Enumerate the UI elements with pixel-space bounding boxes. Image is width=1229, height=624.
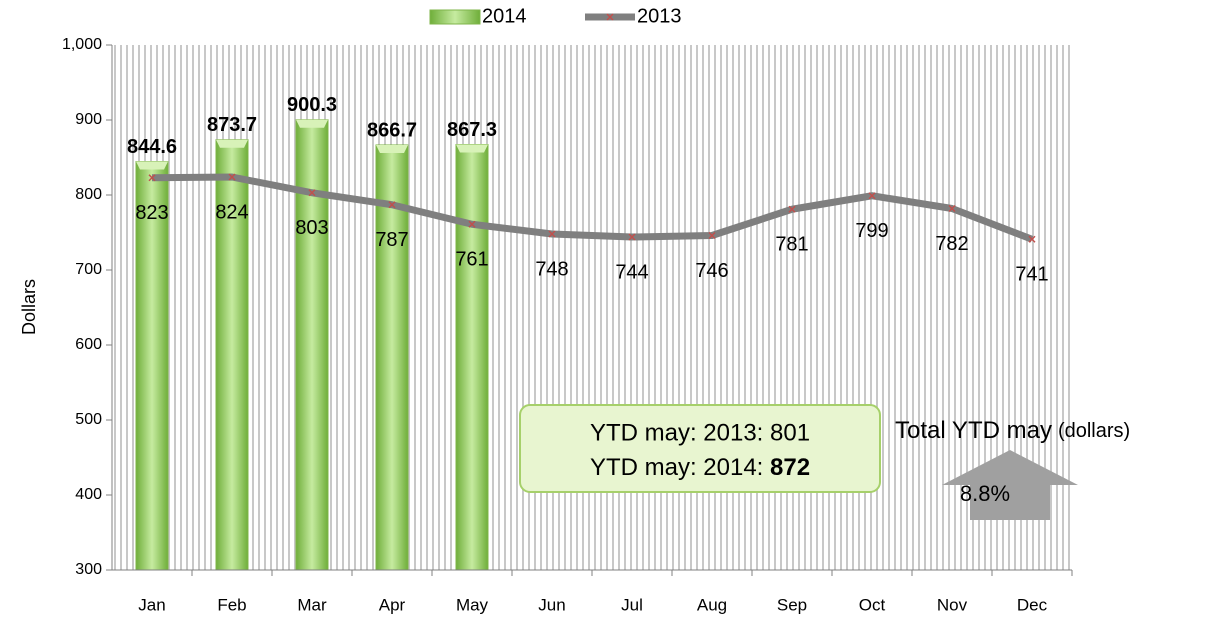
x-tick-label: Jun	[538, 595, 565, 614]
annotation-value: 872	[770, 454, 810, 481]
bar-top	[216, 139, 248, 148]
marker	[548, 230, 556, 238]
marker	[788, 205, 796, 213]
bar-top	[456, 144, 488, 153]
bar-top	[376, 144, 408, 153]
data-label: 866.7	[367, 119, 417, 141]
bar-top	[136, 161, 168, 170]
y-tick-label: 600	[75, 336, 102, 353]
legend-label: 2013	[637, 5, 682, 27]
bar	[135, 161, 169, 571]
data-label: 746	[695, 260, 728, 282]
y-tick-label: 700	[75, 261, 102, 278]
data-label: 824	[215, 201, 248, 223]
x-tick-label: May	[456, 595, 489, 614]
y-tick-label: 400	[75, 486, 102, 503]
data-label: 744	[615, 261, 648, 283]
arrow-title: Total YTD may (dollars)	[895, 417, 1130, 444]
marker	[308, 189, 316, 197]
annotation-text: YTD may: 2014:	[590, 454, 770, 481]
data-label: 741	[1015, 264, 1048, 286]
arrow-unit: (dollars)	[1058, 420, 1130, 442]
marker	[228, 173, 236, 181]
up-arrow	[942, 450, 1078, 520]
marker	[628, 233, 636, 241]
legend-label: 2014	[482, 5, 527, 27]
data-label: 867.3	[447, 119, 497, 141]
annotation-box	[519, 404, 881, 493]
data-label: 803	[295, 217, 328, 239]
marker	[708, 231, 716, 240]
x-tick-label: Dec	[1017, 595, 1048, 614]
x-tick-label: Oct	[859, 595, 886, 614]
marker	[1028, 235, 1036, 243]
y-tick-label: 1,000	[62, 36, 102, 53]
bar-top	[296, 119, 328, 128]
marker	[868, 192, 876, 200]
marker	[468, 220, 476, 228]
marker	[948, 204, 956, 213]
bar	[215, 139, 249, 571]
x-tick-label: Jan	[138, 595, 165, 614]
data-label: 761	[455, 249, 488, 271]
marker	[388, 201, 396, 209]
x-tick-label: Feb	[217, 595, 246, 614]
x-tick-label: Jul	[621, 595, 643, 614]
arrow-label: 8.8%	[960, 481, 1010, 506]
legend-swatch	[429, 9, 481, 25]
x-tick-label: Mar	[297, 595, 327, 614]
data-label: 781	[775, 234, 808, 256]
data-label: 787	[375, 229, 408, 251]
line	[151, 173, 1034, 243]
annotation-line: YTD may: 2014: 872	[590, 454, 810, 481]
data-label: 900.3	[287, 94, 337, 116]
arrow-title-text: Total YTD may	[895, 417, 1052, 444]
x-tick-label: Apr	[379, 595, 406, 614]
x-tick-label: Nov	[937, 595, 968, 614]
bar	[455, 144, 489, 571]
y-tick-label: 500	[75, 411, 102, 428]
annotation: YTD may: 2013: 801 YTD may: 2014: 872	[135, 119, 881, 571]
y-tick-label: 800	[75, 186, 102, 203]
data-label: 782	[935, 233, 968, 255]
data-label: 748	[535, 258, 568, 280]
data-label: 799	[855, 220, 888, 242]
y-axis-label: Dollars	[19, 279, 39, 335]
y-tick-label: 300	[75, 561, 102, 578]
data-label: 823	[135, 202, 168, 224]
y-tick-label: 900	[75, 111, 102, 128]
x-tick-label: Aug	[697, 595, 727, 614]
marker	[148, 174, 156, 182]
legend-marker	[606, 13, 614, 21]
data-label: 844.6	[127, 136, 177, 158]
annotation-line: YTD may: 2013: 801	[590, 419, 810, 446]
bar	[375, 144, 409, 571]
x-tick-label: Sep	[777, 595, 807, 614]
data-label: 873.7	[207, 114, 257, 136]
